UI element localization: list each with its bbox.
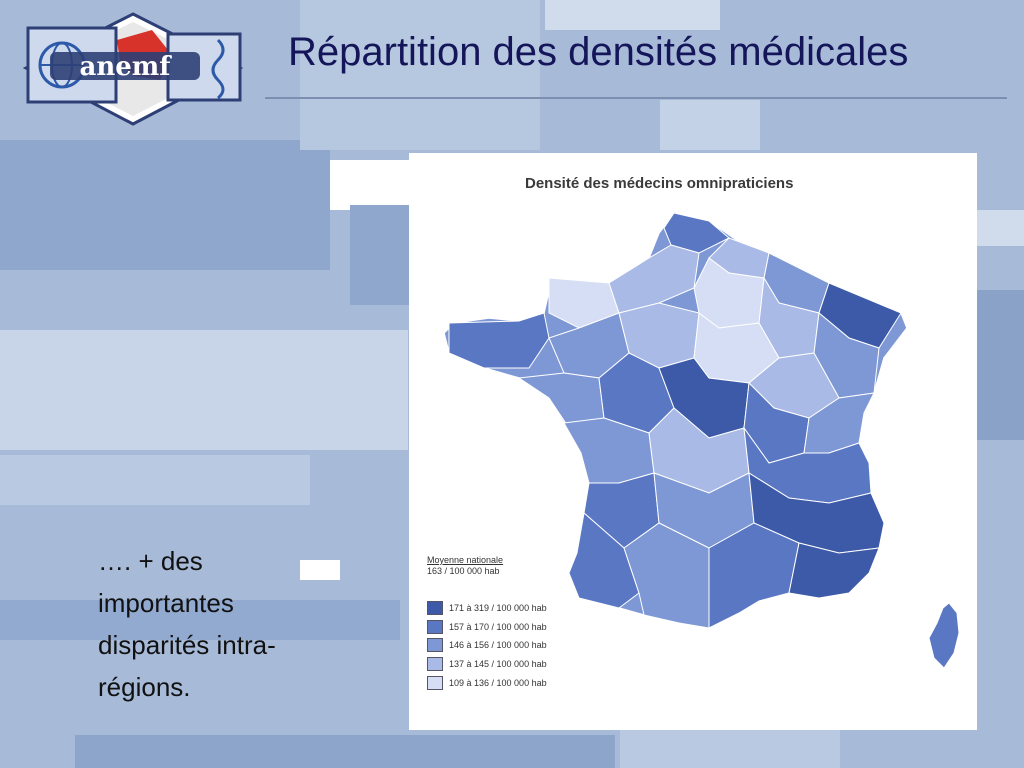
page-title: Répartition des densités médicales [288,30,909,74]
legend-label: 171 à 319 / 100 000 hab [449,603,547,614]
legend-item: 109 à 136 / 100 000 hab [427,673,547,692]
legend-swatch [427,675,443,690]
density-map-panel: Densité des médecins omnipraticiens Moye… [409,153,977,730]
legend-label: 137 à 145 / 100 000 hab [449,659,547,670]
legend-item: 157 à 170 / 100 000 hab [427,618,547,637]
legend-label: 146 à 156 / 100 000 hab [449,640,547,651]
legend-swatch [427,619,443,634]
legend-swatch [427,601,443,616]
legend-label: 157 à 170 / 100 000 hab [449,621,547,632]
legend-item: 137 à 145 / 100 000 hab [427,655,547,674]
france-density-map [443,212,960,669]
national-average: Moyenne nationale 163 / 100 000 hab [427,555,503,577]
logo-text: anemf [80,52,173,82]
map-title: Densité des médecins omnipraticiens [525,175,794,192]
corsica-shape [928,602,960,669]
legend-item: 146 à 156 / 100 000 hab [427,636,547,655]
anemf-logo: anemf [22,10,244,128]
national-average-label: Moyenne nationale [427,555,504,565]
title-divider [265,97,1007,99]
legend-swatch [427,657,443,672]
slide-body-text: …. + des importantes disparités intra-ré… [98,546,276,702]
legend-swatch [427,638,443,653]
legend-label: 109 à 136 / 100 000 hab [449,677,547,688]
map-legend: 171 à 319 / 100 000 hab 157 à 170 / 100 … [427,599,547,692]
national-average-value: 163 / 100 000 hab [427,566,500,576]
legend-item: 171 à 319 / 100 000 hab [427,599,547,618]
